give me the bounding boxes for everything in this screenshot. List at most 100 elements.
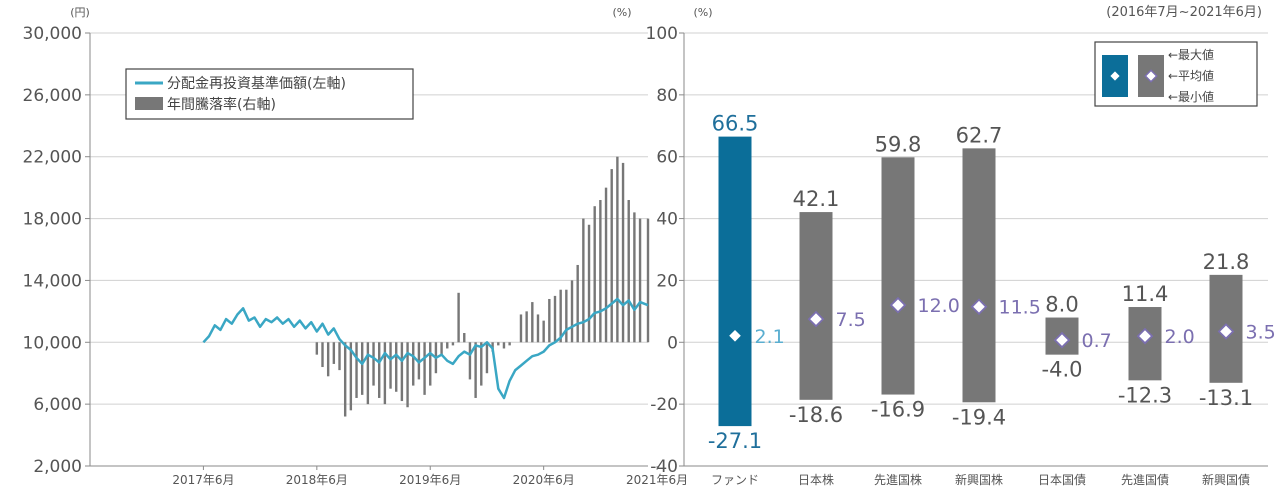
annual-return-bar <box>429 342 432 386</box>
right-y-tick-label: 60 <box>656 148 678 168</box>
annual-return-bar <box>582 218 585 343</box>
avg-marker <box>889 296 907 314</box>
annual-return-bar <box>383 342 387 405</box>
max-value-label: 8.0 <box>1045 293 1078 317</box>
annual-return-bar <box>536 314 540 343</box>
annual-return-bars <box>315 156 650 417</box>
annual-return-bar <box>457 292 460 343</box>
min-value-label: -19.4 <box>952 405 1006 429</box>
right-y-unit: (%) <box>693 6 712 19</box>
annual-return-bar <box>531 302 534 343</box>
annual-return-bar <box>587 224 591 343</box>
annual-return-bar <box>519 314 523 343</box>
min-value-label: -18.6 <box>789 403 843 427</box>
right-y-tick-label: 80 <box>656 86 678 106</box>
annual-return-bar <box>502 342 506 349</box>
avg-value-label: 2.1 <box>755 326 785 348</box>
left-y-tick-labels: 30,000 26,000 22,000 18,000 14,000 10,000 6,00… <box>23 24 82 477</box>
right-legend: ←最大値 ←平均値 ←最小値 <box>1094 41 1258 107</box>
annual-return-bar <box>468 342 472 380</box>
avg-marker <box>726 327 744 345</box>
annual-return-bar <box>343 342 347 417</box>
annual-return-bar <box>395 342 398 392</box>
left-legend-box <box>125 68 414 120</box>
annual-return-bar <box>480 342 483 386</box>
annual-return-bar <box>485 342 489 374</box>
min-value-label: -16.9 <box>871 398 925 422</box>
annual-return-bar <box>451 342 455 346</box>
max-value-label: 62.7 <box>956 123 1003 147</box>
left-y-tick-label: 26,000 <box>23 86 82 106</box>
avg-marker <box>1217 323 1235 340</box>
left-y-tick-label: 18,000 <box>23 210 82 230</box>
avg-value-label: 11.5 <box>999 297 1041 319</box>
legend-fund-avg-marker <box>1108 69 1122 83</box>
annual-return-bar <box>559 289 562 343</box>
left-y-unit: (円) <box>70 6 90 19</box>
right-y-tick-label: 100 <box>646 24 678 44</box>
min-value-label: -27.1 <box>708 429 762 453</box>
left-chart: (円) (%) 30,000 26,000 22,000 18,000 14,000 10… <box>23 6 689 487</box>
avg-value-label: 3.5 <box>1246 321 1276 343</box>
annual-return-bar <box>412 342 415 386</box>
annual-return-bar <box>548 298 551 343</box>
range-bar-group: 8.0 -4.0 0.7 日本国債 <box>1038 293 1112 487</box>
right-y-tick-label: -20 <box>650 395 678 415</box>
left-y-tick-label: 2,000 <box>33 457 82 477</box>
min-value-label: -4.0 <box>1042 358 1083 382</box>
annual-return-bar <box>446 342 449 349</box>
annual-return-bar <box>423 342 426 395</box>
annual-return-bar <box>406 342 409 408</box>
annual-return-bar <box>497 342 500 346</box>
category-label: 先進国株 <box>874 472 922 487</box>
left-x-tick-label: 2017年6月 <box>172 473 234 487</box>
left-y-tick-label: 14,000 <box>23 271 82 291</box>
avg-marker <box>970 298 988 316</box>
avg-marker <box>807 310 825 328</box>
annual-return-bar <box>633 212 636 343</box>
annual-return-bar <box>440 342 443 355</box>
max-value-label: 11.4 <box>1122 282 1169 306</box>
right-y-tick-label: 20 <box>656 271 678 291</box>
max-value-label: 66.5 <box>712 112 759 136</box>
right-y-tick-label: -40 <box>650 457 678 477</box>
category-label: 日本株 <box>798 472 834 487</box>
range-bar-group: 42.1 -18.6 7.5 日本株 <box>789 187 866 487</box>
right-y-tick-labels: 100 80 60 40 20 0 -20 -40 <box>646 24 678 477</box>
avg-value-label: 7.5 <box>836 309 866 331</box>
annual-return-bar <box>565 289 568 343</box>
legend-max-label: ←最大値 <box>1168 47 1214 62</box>
annual-return-bar <box>638 218 642 343</box>
left-x-tick-label: 2021年6月 <box>626 473 688 487</box>
range-bar <box>718 136 752 427</box>
annual-return-bar <box>378 342 381 398</box>
annual-return-bar <box>349 342 353 411</box>
avg-value-label: 12.0 <box>918 295 960 317</box>
left-x-tick-label: 2020年6月 <box>513 473 575 487</box>
annual-return-bar <box>389 342 392 389</box>
avg-marker <box>1136 327 1154 345</box>
annual-return-bar <box>360 342 364 395</box>
annual-return-bar <box>355 342 358 398</box>
annual-return-bar <box>553 295 557 343</box>
nav-line <box>202 297 649 400</box>
annual-return-bar <box>338 342 341 371</box>
avg-value-label: 0.7 <box>1082 330 1112 352</box>
annual-return-bar <box>599 200 602 343</box>
annual-return-bar <box>372 342 375 386</box>
avg-value-label: 2.0 <box>1165 326 1195 348</box>
category-label: 日本国債 <box>1038 472 1086 487</box>
legend-bar-label: 年間騰落率(右軸) <box>167 96 276 113</box>
category-label: 先進国債 <box>1121 472 1169 487</box>
right-y-tick-label: 40 <box>656 210 678 230</box>
annual-return-bar <box>570 280 574 343</box>
annual-return-bar <box>315 342 319 355</box>
left-y-tick-label: 6,000 <box>33 395 82 415</box>
annual-return-bar <box>627 200 630 343</box>
annual-return-bar <box>604 187 608 343</box>
range-bar <box>881 157 915 395</box>
annual-return-bar <box>508 342 511 346</box>
legend-min-label: ←最小値 <box>1168 89 1214 104</box>
annual-return-bar <box>542 320 545 343</box>
